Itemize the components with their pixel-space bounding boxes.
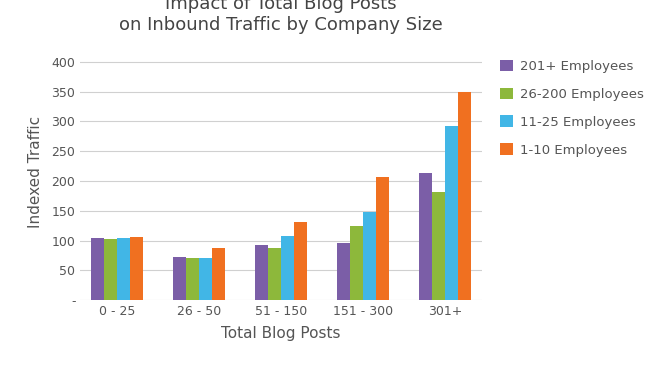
- Bar: [212, 248, 225, 300]
- Bar: [419, 173, 432, 300]
- Bar: [294, 222, 307, 300]
- Bar: [363, 212, 376, 300]
- Bar: [268, 248, 281, 300]
- Bar: [199, 258, 212, 300]
- Bar: [458, 92, 471, 300]
- Y-axis label: Indexed Traffic: Indexed Traffic: [28, 116, 43, 228]
- X-axis label: Total Blog Posts: Total Blog Posts: [221, 326, 341, 341]
- Bar: [445, 126, 458, 300]
- Bar: [376, 178, 389, 300]
- Bar: [104, 239, 117, 300]
- Title: Impact of Total Blog Posts
on Inbound Traffic by Company Size: Impact of Total Blog Posts on Inbound Tr…: [119, 0, 443, 34]
- Bar: [337, 243, 350, 300]
- Bar: [91, 238, 104, 300]
- Bar: [255, 245, 268, 300]
- Bar: [130, 237, 143, 300]
- Legend: 201+ Employees, 26-200 Employees, 11-25 Employees, 1-10 Employees: 201+ Employees, 26-200 Employees, 11-25 …: [496, 56, 648, 161]
- Bar: [350, 226, 363, 300]
- Bar: [432, 192, 445, 300]
- Bar: [281, 236, 294, 300]
- Bar: [173, 257, 186, 300]
- Bar: [186, 258, 199, 300]
- Bar: [117, 238, 130, 300]
